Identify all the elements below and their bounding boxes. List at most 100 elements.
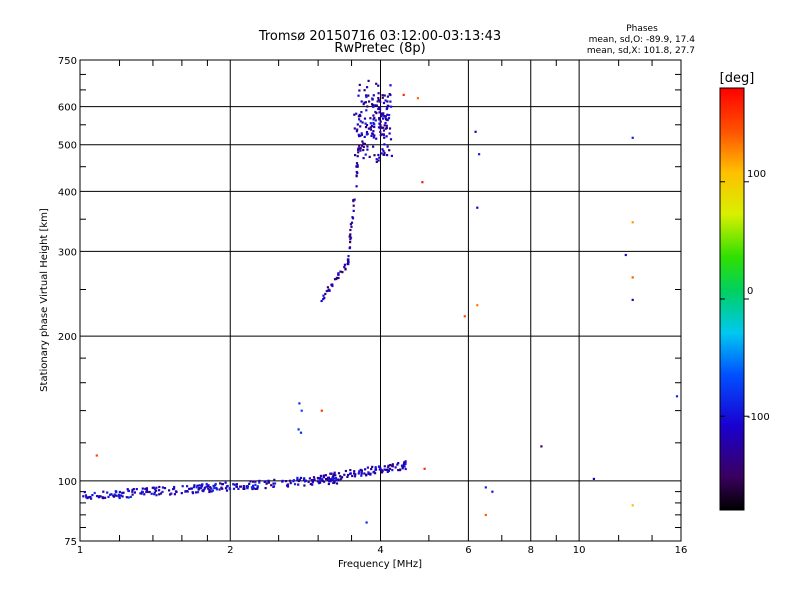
data-point [215, 487, 218, 490]
data-point [367, 94, 370, 97]
data-point [379, 108, 382, 111]
data-point [347, 258, 350, 261]
data-point [153, 487, 156, 490]
data-point [307, 480, 310, 483]
data-point [320, 409, 323, 412]
data-point [173, 485, 176, 489]
data-point [375, 82, 378, 85]
data-point [376, 100, 379, 103]
data-point [331, 284, 334, 288]
data-point [235, 483, 238, 486]
data-point [293, 483, 297, 486]
data-point [113, 493, 116, 496]
data-point [221, 487, 224, 490]
data-point [386, 113, 389, 116]
data-point [126, 488, 129, 491]
data-point [353, 198, 356, 201]
data-point [351, 217, 355, 220]
data-point [363, 472, 366, 475]
data-point [375, 112, 378, 115]
data-point [330, 472, 333, 475]
y-tick-label: 75 [64, 537, 77, 548]
y-tick-label: 400 [58, 187, 77, 198]
data-point [384, 99, 387, 102]
data-point [352, 204, 355, 207]
data-point [358, 89, 361, 92]
data-point [281, 480, 284, 483]
data-point [374, 119, 377, 122]
data-point [386, 95, 389, 98]
y-tick-label: 600 [58, 103, 77, 114]
data-point [333, 477, 336, 480]
data-point [324, 474, 327, 477]
data-point [365, 94, 368, 97]
data-point [196, 484, 199, 487]
data-point [388, 149, 391, 152]
data-point [334, 477, 338, 480]
data-point [337, 478, 340, 481]
data-point [191, 492, 195, 495]
data-point [252, 486, 255, 489]
data-point [252, 480, 255, 483]
data-point [85, 496, 88, 499]
data-point [369, 128, 373, 131]
data-point [207, 487, 210, 490]
data-point [354, 473, 357, 476]
data-point [370, 124, 374, 127]
data-point [335, 482, 339, 485]
data-point [379, 124, 382, 127]
data-point [207, 484, 210, 487]
data-point [402, 93, 405, 96]
data-point [333, 480, 336, 483]
data-point [356, 155, 359, 158]
data-point [380, 133, 384, 136]
data-point [192, 486, 196, 489]
data-point [325, 477, 328, 481]
data-point [158, 485, 161, 489]
data-point [329, 480, 332, 483]
data-point [359, 125, 362, 128]
data-point [86, 497, 89, 500]
data-point [324, 292, 327, 296]
data-point [186, 485, 189, 488]
data-point [421, 181, 424, 184]
data-point [107, 495, 110, 498]
y-tick-label: 750 [58, 56, 77, 67]
data-point [83, 491, 86, 494]
data-point [631, 136, 634, 139]
data-point [320, 299, 323, 303]
data-point [333, 471, 336, 474]
data-point [112, 495, 116, 498]
data-point [394, 466, 397, 469]
data-point [210, 490, 213, 493]
data-point [423, 467, 426, 470]
data-point [212, 484, 215, 487]
data-point [344, 469, 347, 473]
data-point [359, 147, 362, 150]
data-point [358, 83, 361, 86]
data-point [98, 496, 101, 499]
data-point [251, 487, 254, 491]
data-point [387, 469, 390, 472]
data-point [233, 483, 236, 486]
data-point [215, 488, 218, 491]
data-point [150, 492, 153, 495]
data-point [248, 482, 251, 485]
data-point [382, 126, 385, 129]
data-point [139, 492, 142, 495]
data-point [264, 487, 267, 490]
data-point [362, 149, 365, 152]
data-point [326, 478, 329, 481]
data-point [190, 487, 193, 490]
x-tick-label: 8 [528, 545, 534, 556]
data-point [361, 144, 364, 147]
data-point [474, 130, 477, 133]
data-point [337, 273, 340, 276]
data-point [119, 494, 123, 497]
data-point [375, 160, 378, 163]
data-point [155, 489, 158, 492]
data-point [340, 477, 343, 480]
data-point [286, 485, 290, 488]
data-point [308, 477, 311, 480]
data-point [378, 117, 381, 120]
